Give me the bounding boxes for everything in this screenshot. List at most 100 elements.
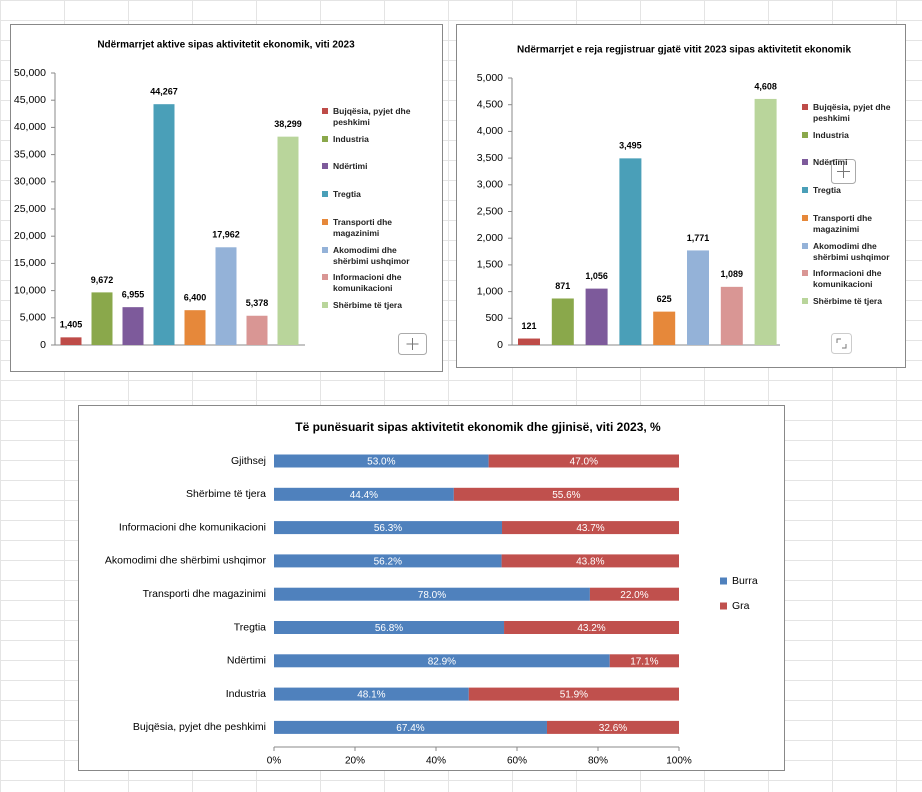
data-label: 43.8% (576, 557, 604, 568)
data-label: 3,495 (619, 141, 642, 151)
legend-label: Ndërtimi (333, 161, 368, 172)
bar-segment (546, 720, 679, 734)
plus-icon (837, 165, 850, 178)
y-tick-label: 0 (497, 339, 503, 351)
data-label: 43.7% (576, 523, 604, 534)
add-button[interactable] (831, 159, 856, 184)
y-tick-label: 2,000 (477, 232, 503, 244)
y-tick-label: Shërbime të tjera (186, 488, 266, 500)
bar (153, 104, 175, 345)
chart-title: Ndërmarrjet aktive sipas aktivitetit eko… (97, 40, 355, 51)
y-tick-label: 15,000 (14, 257, 46, 269)
data-label: 871 (555, 281, 570, 291)
data-label: 32.6% (599, 723, 627, 734)
y-tick-label: Ndërtimi (227, 655, 266, 667)
bar (122, 307, 144, 345)
add-button[interactable] (398, 333, 427, 355)
x-tick-label: 60% (507, 756, 527, 767)
y-tick-label: 35,000 (14, 148, 46, 160)
y-tick-label: 3,000 (477, 179, 503, 191)
y-tick-label: 25,000 (14, 203, 46, 215)
legend-swatch (322, 274, 328, 281)
chart-title: Të punësuarit sipas aktivitetit ekonomik… (295, 420, 661, 434)
data-label: 38,299 (274, 119, 302, 129)
bar (585, 288, 608, 345)
legend-label: Tregtia (813, 185, 841, 196)
bar-segment (274, 720, 547, 734)
legend-swatch (322, 108, 328, 114)
y-tick-label: 0 (40, 339, 46, 351)
legend-swatch (802, 159, 808, 166)
y-tick-label: 4,500 (477, 98, 503, 110)
legend-label: Bujqësia, pyjet dhe peshkimi (333, 106, 411, 127)
data-label: 6,400 (184, 293, 207, 303)
legend-label: Transporti dhe magazinimi (813, 212, 873, 234)
bar-segment (609, 654, 679, 668)
legend-swatch (720, 577, 727, 585)
bar (653, 311, 676, 345)
button (831, 333, 852, 354)
bar-segment (274, 454, 489, 468)
y-tick-label: Informacioni dhe komunikacioni (119, 521, 266, 533)
y-tick-label: Gjithsej (231, 455, 266, 467)
legend-label: Gra (732, 600, 750, 612)
legend-swatch (802, 131, 808, 138)
data-label: 48.1% (357, 690, 385, 701)
bar-segment (274, 554, 502, 568)
y-tick-label: 5,000 (20, 312, 46, 324)
bar (754, 98, 777, 345)
bar-segment (453, 487, 679, 501)
x-tick-label: 20% (345, 756, 365, 767)
legend-label: Bujqësia, pyjet dhe peshkimi (813, 102, 891, 123)
bar (687, 250, 709, 345)
legend-swatch (802, 214, 808, 221)
resize-button[interactable] (831, 333, 852, 354)
y-tick-label: 20,000 (14, 230, 46, 242)
bar-segment (501, 554, 679, 568)
bar-segment (274, 654, 610, 668)
bar (619, 158, 642, 345)
data-label: 44,267 (150, 87, 178, 97)
data-label: 67.4% (396, 723, 424, 734)
data-label: 625 (657, 294, 672, 304)
bar (184, 310, 206, 345)
data-label: 56.2% (374, 557, 402, 568)
legend-swatch (802, 297, 808, 304)
bar-segment (502, 521, 679, 535)
legend-label: Informacioni dhe komunikacioni (813, 268, 882, 290)
plus-icon (406, 338, 419, 350)
y-tick-label: Bujqësia, pyjet dhe peshkimi (133, 721, 266, 733)
chart-title: Ndërmarrjet e reja regjistruar gjatë vit… (517, 45, 851, 56)
legend-label: Industria (333, 133, 369, 144)
y-tick-label: Transporti dhe magazinimi (143, 588, 266, 600)
data-label: 43.2% (577, 623, 605, 634)
x-tick-label: 40% (426, 756, 446, 767)
bar (60, 337, 82, 345)
bar-segment (274, 587, 590, 601)
bar (551, 298, 574, 345)
y-tick-label: 1,000 (477, 285, 503, 297)
data-label: 22.0% (620, 590, 648, 601)
y-tick-label: Akomodimi dhe shërbimi ushqimor (105, 555, 267, 567)
bar-segment (488, 454, 679, 468)
x-tick-label: 100% (666, 756, 692, 767)
legend-label: Burra (732, 575, 758, 587)
bar (215, 247, 237, 345)
legend-swatch (322, 191, 328, 198)
bar-segment (274, 687, 469, 701)
legend-swatch (802, 270, 808, 277)
y-tick-label: 2,500 (477, 205, 503, 217)
data-label: 1,089 (721, 269, 744, 279)
data-label: 5,378 (246, 298, 269, 308)
resize-icon (836, 338, 847, 349)
bar-segment (274, 487, 454, 501)
legend-swatch (322, 246, 328, 253)
x-tick-label: 0% (267, 756, 282, 767)
y-tick-label: 10,000 (14, 284, 46, 296)
data-label: 78.0% (418, 590, 446, 601)
legend-swatch (322, 218, 328, 225)
legend-label: Transporti dhe magazinimi (333, 216, 393, 238)
legend-swatch (322, 163, 328, 170)
